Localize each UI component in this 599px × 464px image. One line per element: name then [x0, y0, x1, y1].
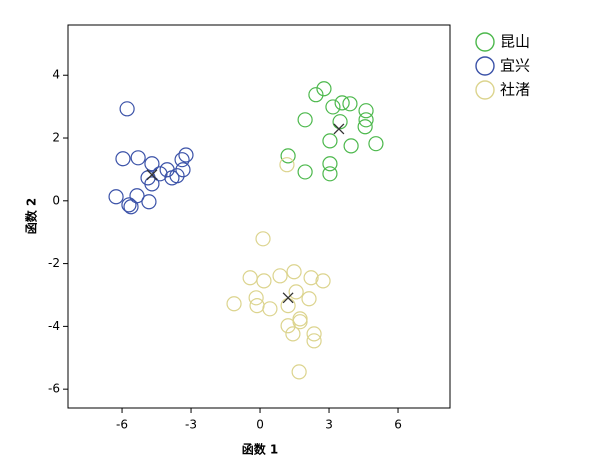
x-tick-label: 6	[394, 418, 402, 432]
legend-marker	[475, 32, 495, 52]
point	[144, 176, 160, 192]
point	[286, 264, 302, 280]
point	[322, 156, 338, 172]
point	[249, 298, 265, 314]
y-tick-label: 2	[52, 131, 60, 145]
point	[358, 112, 374, 128]
centroid	[282, 292, 294, 304]
x-tick-label: 0	[256, 418, 264, 432]
legend-label: 社渚	[500, 81, 530, 99]
point	[262, 301, 278, 317]
point	[306, 326, 322, 342]
point	[256, 273, 272, 289]
point	[291, 364, 307, 380]
x-axis-title: 函数 1	[242, 442, 279, 457]
x-tick-label: -3	[185, 418, 197, 432]
point	[301, 291, 317, 307]
point	[297, 164, 313, 180]
point	[115, 151, 131, 167]
point	[357, 119, 373, 135]
point	[332, 114, 348, 130]
point	[108, 189, 124, 205]
point	[178, 147, 194, 163]
point	[315, 273, 331, 289]
point	[141, 194, 157, 210]
point	[288, 284, 304, 300]
point	[343, 138, 359, 154]
y-tick-label: -6	[48, 382, 60, 396]
point	[279, 157, 295, 173]
point	[242, 270, 258, 286]
point	[306, 333, 322, 349]
point	[342, 96, 358, 112]
centroid	[146, 169, 158, 181]
point	[175, 162, 191, 178]
point	[130, 150, 146, 166]
y-tick-label: -4	[48, 319, 60, 333]
plot-frame	[67, 24, 451, 409]
point	[303, 270, 319, 286]
point	[174, 152, 190, 168]
point	[285, 326, 301, 342]
point	[280, 148, 296, 164]
point	[121, 197, 137, 213]
point	[325, 99, 341, 115]
point	[297, 112, 313, 128]
point	[280, 298, 296, 314]
point	[144, 156, 160, 172]
point	[292, 314, 308, 330]
point	[119, 101, 135, 117]
point	[248, 290, 264, 306]
point	[255, 231, 271, 247]
y-tick-label: 4	[52, 68, 60, 82]
y-axis-title: 函数 2	[24, 198, 39, 235]
point	[334, 95, 350, 111]
point	[368, 136, 384, 152]
point	[308, 87, 324, 103]
point	[358, 103, 374, 119]
point	[322, 166, 338, 182]
point	[226, 296, 242, 312]
legend-label: 宜兴	[500, 57, 530, 75]
legend-marker	[475, 56, 495, 76]
y-tick-label: -2	[48, 256, 60, 270]
centroid	[333, 123, 345, 135]
point	[123, 199, 139, 215]
point	[322, 133, 338, 149]
x-tick-label: 3	[325, 418, 333, 432]
x-tick-label: -6	[116, 418, 128, 432]
point	[316, 81, 332, 97]
legend-marker	[475, 80, 495, 100]
point	[164, 170, 180, 186]
y-tick-label: 0	[52, 193, 60, 207]
legend-label: 昆山	[500, 33, 530, 51]
point	[272, 268, 288, 284]
